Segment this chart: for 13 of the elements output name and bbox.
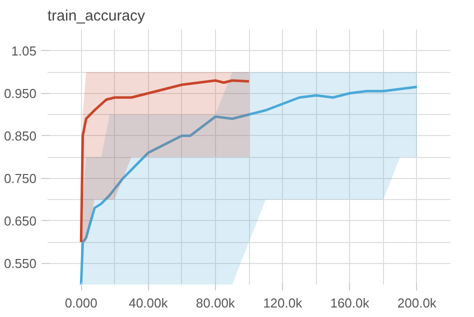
chart-title: train_accuracy	[48, 8, 146, 24]
x-tick-label: 0.000	[64, 296, 98, 310]
y-tick-label: 1.05	[11, 43, 37, 58]
y-tick-label: 0.650	[4, 213, 37, 228]
x-tick-label: 40.00k	[128, 296, 168, 310]
y-tick-label: 0.550	[4, 256, 37, 271]
x-tick-label: 160.0k	[330, 296, 370, 310]
x-tick-label: 200.0k	[397, 296, 437, 310]
y-tick-label: 0.750	[4, 170, 37, 186]
y-tick-label: 0.950	[4, 86, 37, 101]
x-tick-label: 80.00k	[196, 296, 236, 310]
x-tick-label: 120.0k	[263, 296, 303, 310]
y-tick-label: 0.850	[4, 128, 37, 144]
